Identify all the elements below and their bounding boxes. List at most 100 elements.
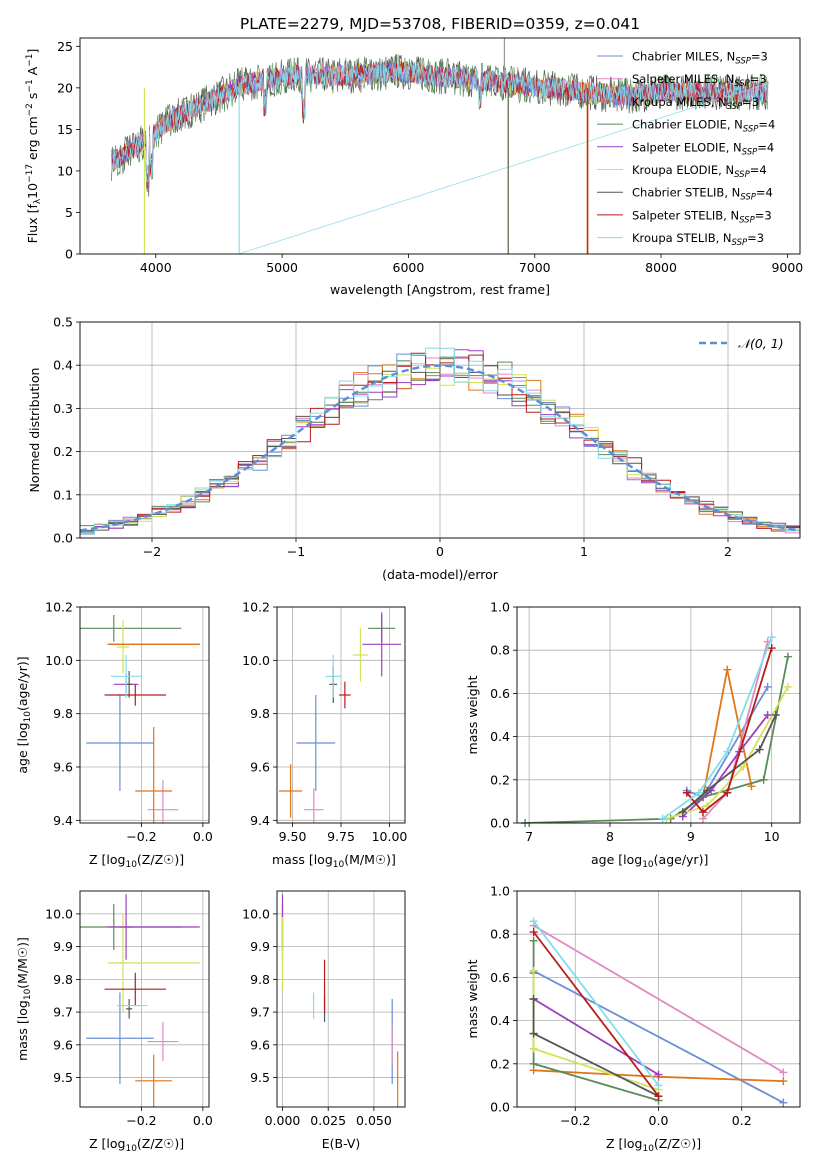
legend-label: Kroupa STELIB, NSSP=3 — [632, 231, 764, 248]
point-marker — [654, 1092, 663, 1101]
point-marker — [529, 966, 538, 975]
y-tick-label: 9.4 — [53, 813, 73, 828]
x-tick-label: 9000 — [771, 260, 803, 275]
point-marker — [763, 682, 772, 691]
point-marker — [529, 928, 538, 937]
x-tick-label: −2 — [143, 544, 161, 559]
y-tick-label: 9.6 — [53, 1037, 73, 1052]
panel-mass_vs_Z: −0.2 0.0 9.5 9.6 9.7 9.8 9.9 10.0 Z [log10(Z/Z☉)… — [15, 890, 213, 1154]
y-tick-label: 10 — [57, 163, 73, 178]
x-tick-label: −0.2 — [126, 829, 156, 844]
x-tick-label: 0.0 — [193, 829, 213, 844]
panel-mass_weight_vs_age: 7 8 9 10 0.0 0.2 0.4 0.6 0.8 1.0 age [log10(age/yr… — [465, 600, 801, 870]
series-line — [532, 920, 660, 1086]
y-tick-label: 10.2 — [45, 600, 73, 615]
y-tick-label: 0.8 — [490, 927, 510, 942]
y-tick-label: 9.8 — [53, 972, 73, 987]
axis-label: age [log10(age/yr)] — [591, 852, 708, 870]
point-marker — [783, 652, 792, 661]
y-tick-label: 0.8 — [490, 643, 510, 658]
x-tick-label: 5000 — [266, 260, 298, 275]
panel-mass_weight_vs_Z: −0.2 0.0 0.2 0.0 0.2 0.4 0.6 0.8 1.0 Z [log10(Z/Z… — [465, 884, 801, 1154]
axis-label: mass [log10(M/M☉)] — [15, 937, 33, 1061]
x-tick-label: 0.050 — [356, 1113, 392, 1128]
axis-label: Z [log10(Z/Z☉)] — [89, 1136, 184, 1154]
y-tick-label: 0.3 — [53, 401, 73, 416]
point-marker — [723, 747, 732, 756]
axis-label: Z [log10(Z/Z☉)] — [606, 1136, 701, 1154]
series-line — [532, 931, 660, 1097]
x-tick-label: 0 — [436, 544, 444, 559]
y-tick-label: 9.6 — [250, 760, 270, 775]
y-tick-label: 1.0 — [490, 884, 510, 899]
point-marker — [779, 1077, 788, 1086]
x-tick-label: 10.00 — [372, 829, 408, 844]
x-tick-label: 2 — [724, 544, 732, 559]
legend-label: Chabrier STELIB, NSSP=4 — [632, 186, 773, 203]
axis-label: mass [log10(M/M☉)] — [272, 852, 396, 870]
legend-label: Chabrier ELODIE, NSSP=4 — [632, 118, 775, 135]
y-axis-label: Normed distribution — [27, 368, 42, 493]
legend-label: Kroupa ELODIE, NSSP=4 — [632, 163, 767, 180]
axes-frame — [276, 606, 406, 824]
y-tick-label: 0.4 — [53, 358, 73, 373]
x-tick-label: 10 — [764, 829, 780, 844]
point-marker — [529, 1059, 538, 1068]
y-tick-label: 1.0 — [490, 600, 510, 615]
point-marker — [529, 1044, 538, 1053]
series-line — [533, 998, 659, 1076]
y-axis-label: mass weight — [465, 675, 480, 754]
point-marker — [779, 1098, 788, 1107]
y-tick-label: 0.5 — [53, 315, 73, 330]
axes-frame — [79, 37, 801, 255]
y-tick-label: 0.0 — [490, 816, 510, 831]
x-axis-label: E(B-V) — [322, 1136, 361, 1151]
panel-mass_vs_ebv: 0.000 0.025 0.050 9.5 9.6 9.7 9.8 9.9 10.0 E(B-V) — [242, 890, 406, 1151]
point-marker — [529, 1029, 538, 1038]
y-tick-label: 9.6 — [53, 760, 73, 775]
y-tick-label: 0.2 — [490, 1056, 510, 1071]
point-marker — [783, 682, 792, 691]
x-tick-label: 0.2 — [732, 1113, 752, 1128]
y-tick-label: 0.1 — [53, 487, 73, 502]
histogram-step — [80, 347, 800, 534]
y-tick-label: 10.0 — [45, 906, 73, 921]
point-marker — [755, 745, 764, 754]
point-marker — [529, 995, 538, 1003]
panel-residual_hist: −2 −1 0 1 2 0.0 0.1 0.2 0.3 0.4 0.5 𝒩(0, 1) (data-mo… — [27, 315, 801, 582]
series-line — [682, 714, 769, 818]
point-marker — [739, 762, 748, 771]
y-tick-label: 5 — [65, 205, 73, 220]
series-line — [682, 714, 777, 813]
point-marker — [723, 788, 732, 797]
point-marker — [759, 775, 768, 784]
axes-frame — [516, 890, 801, 1108]
x-tick-label: 8 — [606, 829, 614, 844]
spectrum-line — [111, 61, 769, 254]
x-tick-label: 1 — [580, 544, 588, 559]
y-tick-label: 9.5 — [53, 1070, 73, 1085]
x-tick-label: 8000 — [645, 260, 677, 275]
legend-label: Kroupa MILES, NSSP=3 — [632, 95, 759, 112]
y-tick-label: 9.6 — [250, 1037, 270, 1052]
y-tick-label: 10.0 — [242, 906, 270, 921]
x-tick-label: 0.025 — [310, 1113, 346, 1128]
x-tick-label: 9 — [687, 829, 695, 844]
point-marker — [529, 936, 538, 945]
series-line — [702, 669, 753, 798]
y-tick-label: 0 — [65, 247, 73, 262]
point-marker — [723, 665, 732, 674]
series-line — [533, 970, 784, 1104]
axes-frame — [79, 321, 801, 539]
axes-frame — [516, 606, 801, 824]
series-line — [533, 924, 784, 1074]
x-tick-label: 7000 — [519, 260, 551, 275]
point-marker — [654, 1070, 663, 1079]
y-tick-label: 15 — [57, 122, 73, 137]
x-tick-label: 9.75 — [327, 829, 355, 844]
x-tick-label: −0.2 — [560, 1113, 590, 1128]
point-marker — [654, 1081, 663, 1090]
x-tick-label: −0.2 — [126, 1113, 156, 1128]
x-tick-label: 9.50 — [279, 829, 307, 844]
